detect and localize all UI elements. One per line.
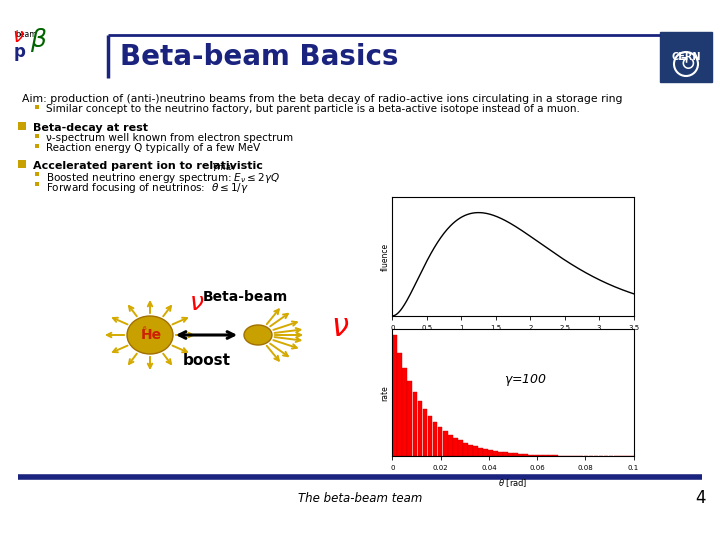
Text: Aim: production of (anti-)neutrino beams from the beta decay of radio-active ion: Aim: production of (anti-)neutrino beams…: [22, 94, 623, 104]
Text: boost: boost: [183, 353, 231, 368]
Bar: [458, 441, 463, 456]
Text: p: p: [14, 43, 26, 61]
Y-axis label: rate: rate: [381, 385, 390, 401]
Bar: [433, 422, 438, 456]
Ellipse shape: [127, 316, 173, 354]
Bar: [518, 454, 523, 456]
Bar: [544, 455, 548, 456]
Text: $\circlearrowright$: $\circlearrowright$: [676, 55, 696, 73]
Bar: [503, 453, 508, 456]
Text: Reaction energy Q typically of a few MeV: Reaction energy Q typically of a few MeV: [46, 143, 260, 153]
Text: 4: 4: [695, 489, 706, 507]
Bar: [408, 381, 413, 456]
Bar: [523, 454, 528, 456]
Bar: [468, 445, 472, 456]
Bar: [453, 438, 458, 456]
Bar: [392, 335, 397, 456]
Bar: [418, 401, 423, 456]
Text: Beta-decay at rest: Beta-decay at rest: [33, 123, 148, 133]
Text: Beta-beam Basics: Beta-beam Basics: [120, 43, 398, 71]
Text: $^6$: $^6$: [142, 326, 147, 334]
Bar: [528, 455, 533, 456]
Text: $\nu$: $\nu$: [189, 291, 204, 315]
Bar: [513, 454, 518, 456]
Text: Similar concept to the neutrino factory, but parent particle is a beta-active is: Similar concept to the neutrino factory,…: [46, 104, 580, 114]
Text: CERN: CERN: [671, 52, 701, 62]
Text: He: He: [140, 328, 161, 342]
Text: Accelerated parent ion to relativistic: Accelerated parent ion to relativistic: [33, 161, 266, 171]
Bar: [473, 447, 477, 456]
Ellipse shape: [244, 325, 272, 345]
Text: beam: beam: [15, 30, 37, 39]
Bar: [448, 435, 453, 456]
Text: Beta-beam: Beta-beam: [202, 290, 287, 304]
Text: $\gamma$=100: $\gamma$=100: [503, 372, 546, 388]
Text: $\gamma_{max}$: $\gamma_{max}$: [211, 161, 237, 173]
Bar: [488, 450, 492, 456]
Bar: [463, 443, 467, 456]
Bar: [397, 353, 402, 456]
Bar: [549, 455, 553, 456]
Text: ν-spectrum well known from electron spectrum: ν-spectrum well known from electron spec…: [46, 133, 293, 143]
Bar: [493, 451, 498, 456]
Text: $\nu$: $\nu$: [331, 313, 349, 341]
Bar: [534, 455, 538, 456]
FancyBboxPatch shape: [660, 32, 712, 82]
Text: The beta-beam team: The beta-beam team: [298, 491, 422, 504]
Bar: [438, 427, 443, 456]
Bar: [413, 392, 418, 456]
Bar: [539, 455, 543, 456]
Bar: [443, 431, 448, 456]
Text: Boosted neutrino energy spectrum: $E_{\nu}\leq 2\gamma Q$: Boosted neutrino energy spectrum: $E_{\n…: [46, 171, 280, 185]
Text: $\beta$: $\beta$: [30, 26, 48, 54]
Y-axis label: fluence: fluence: [381, 242, 390, 271]
X-axis label: $\theta$ [rad]: $\theta$ [rad]: [498, 477, 528, 489]
Bar: [423, 409, 428, 456]
Bar: [428, 416, 433, 456]
Bar: [402, 368, 408, 456]
Bar: [554, 455, 558, 456]
Text: $\nu$: $\nu$: [12, 28, 24, 46]
Bar: [508, 453, 513, 456]
Bar: [478, 448, 482, 456]
Bar: [483, 449, 487, 456]
X-axis label: $E_\nu$, MeV: $E_\nu$, MeV: [496, 336, 530, 349]
Text: Forward focusing of neutrinos:  $\theta\leq 1/\gamma$: Forward focusing of neutrinos: $\theta\l…: [46, 181, 249, 195]
Bar: [498, 452, 503, 456]
